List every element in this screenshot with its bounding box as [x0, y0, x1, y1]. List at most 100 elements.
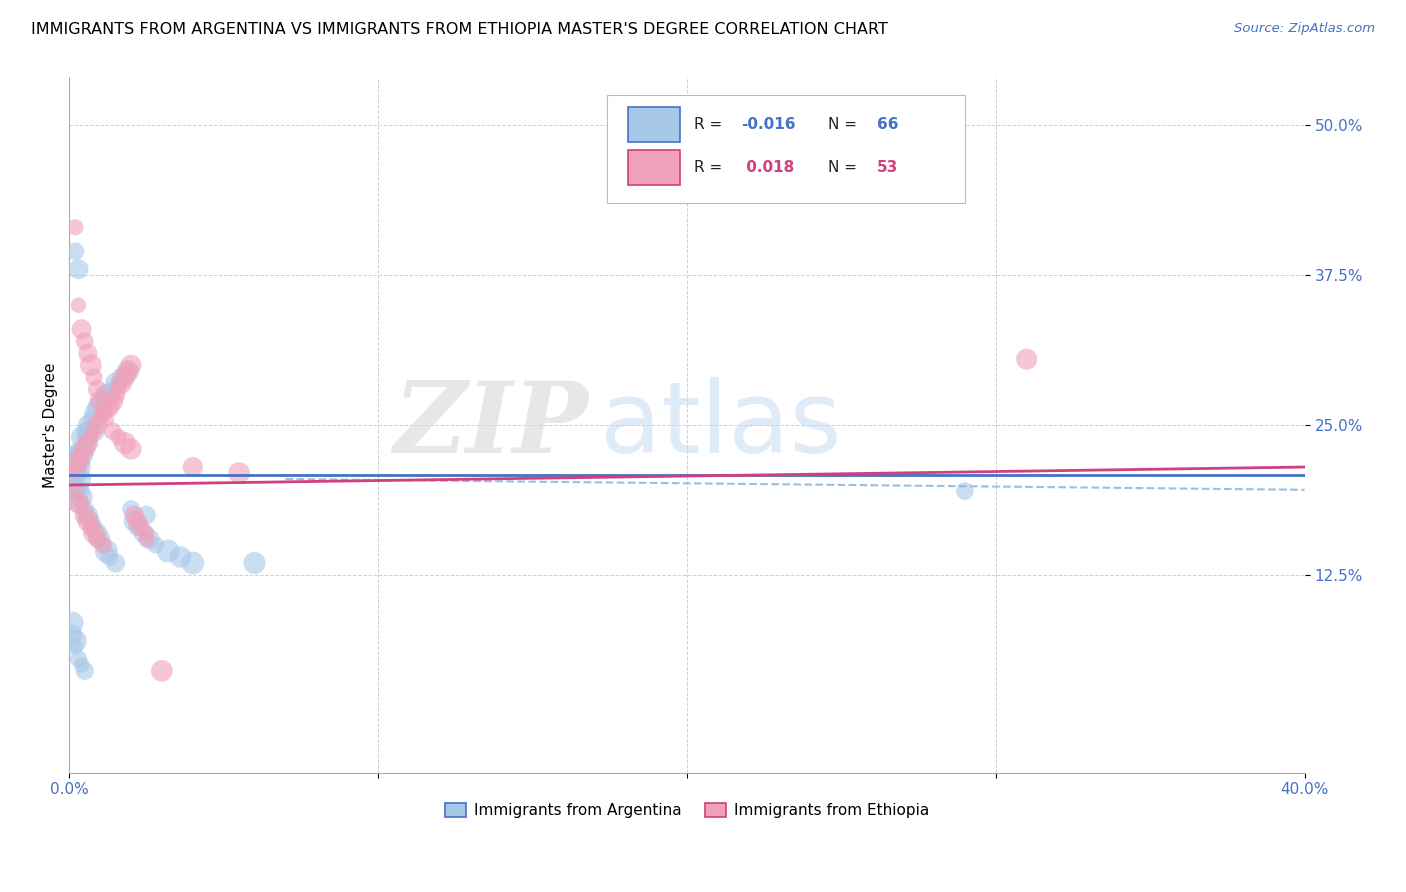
Point: [73, 334, 96, 348]
Point: [91, 538, 114, 552]
Point: [96, 388, 118, 402]
Point: [67, 652, 90, 666]
Point: [86, 382, 108, 396]
Point: [98, 400, 121, 414]
Point: [111, 370, 134, 384]
Point: [104, 556, 127, 570]
Point: [114, 370, 136, 384]
Point: [107, 430, 129, 444]
Point: [73, 442, 96, 456]
Point: [91, 406, 114, 420]
Point: [65, 472, 87, 486]
Point: [67, 454, 90, 468]
Point: [65, 460, 87, 475]
Point: [83, 370, 105, 384]
Text: 53: 53: [877, 161, 898, 176]
Point: [73, 442, 96, 456]
Point: [83, 406, 105, 420]
Point: [65, 483, 87, 498]
Point: [89, 532, 111, 546]
FancyBboxPatch shape: [606, 95, 965, 202]
Point: [86, 526, 108, 541]
Point: [150, 664, 173, 678]
Text: atlas: atlas: [600, 376, 842, 474]
Point: [89, 394, 111, 409]
Point: [80, 412, 103, 426]
Point: [67, 454, 90, 468]
Point: [89, 394, 111, 409]
Text: R =: R =: [695, 161, 723, 176]
Point: [67, 442, 90, 456]
Point: [86, 418, 108, 433]
Point: [76, 436, 98, 450]
Point: [83, 526, 105, 541]
Point: [117, 364, 139, 378]
Text: ZIP: ZIP: [394, 376, 588, 474]
Point: [60, 615, 83, 630]
Text: 66: 66: [877, 117, 898, 132]
Point: [120, 442, 142, 456]
Point: [80, 358, 103, 372]
Y-axis label: Master's Degree: Master's Degree: [44, 362, 58, 488]
Point: [101, 394, 124, 409]
Point: [135, 508, 157, 522]
Point: [70, 322, 93, 336]
Point: [67, 483, 90, 498]
Point: [80, 514, 103, 528]
Point: [70, 448, 93, 462]
Point: [122, 508, 145, 522]
Point: [76, 424, 98, 438]
Point: [70, 490, 93, 504]
Point: [86, 400, 108, 414]
Point: [169, 549, 191, 564]
Point: [243, 556, 266, 570]
Point: [135, 532, 157, 546]
Point: [114, 436, 136, 450]
Point: [60, 466, 83, 480]
Text: -0.016: -0.016: [741, 117, 796, 132]
Text: R =: R =: [695, 117, 723, 132]
Point: [91, 394, 114, 409]
Point: [67, 466, 90, 480]
Point: [96, 544, 118, 558]
FancyBboxPatch shape: [627, 151, 679, 186]
Point: [65, 633, 87, 648]
Point: [65, 483, 87, 498]
Point: [101, 424, 124, 438]
Point: [73, 430, 96, 444]
Point: [157, 544, 180, 558]
Point: [91, 538, 114, 552]
Point: [96, 400, 118, 414]
Point: [70, 657, 93, 672]
Point: [73, 664, 96, 678]
Point: [67, 496, 90, 510]
Point: [104, 388, 127, 402]
Text: 0.018: 0.018: [741, 161, 794, 176]
Point: [96, 412, 118, 426]
Point: [117, 364, 139, 378]
Point: [76, 346, 98, 360]
Point: [114, 370, 136, 384]
Point: [132, 526, 155, 541]
Point: [60, 460, 83, 475]
Point: [73, 424, 96, 438]
Point: [80, 424, 103, 438]
Point: [80, 430, 103, 444]
Point: [101, 382, 124, 396]
Point: [111, 376, 134, 391]
Point: [76, 418, 98, 433]
Text: Source: ZipAtlas.com: Source: ZipAtlas.com: [1234, 22, 1375, 36]
Text: N =: N =: [828, 161, 856, 176]
Point: [80, 520, 103, 534]
FancyBboxPatch shape: [627, 107, 679, 142]
Point: [76, 436, 98, 450]
Point: [60, 628, 83, 642]
Point: [67, 298, 90, 312]
Point: [83, 424, 105, 438]
Point: [65, 448, 87, 462]
Point: [65, 640, 87, 654]
Point: [129, 520, 152, 534]
Point: [98, 549, 121, 564]
Point: [70, 442, 93, 456]
Point: [127, 520, 149, 534]
